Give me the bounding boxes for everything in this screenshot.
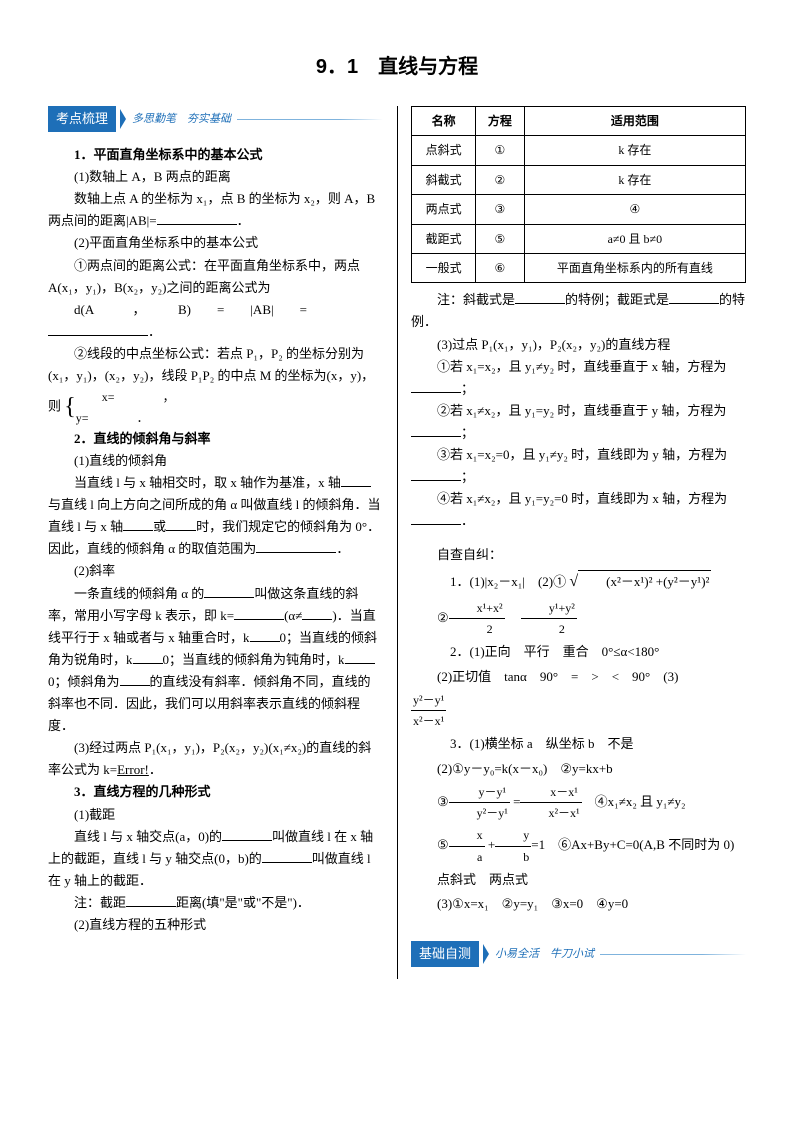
column-divider — [397, 106, 398, 979]
answer-2: 2．(1)正向 平行 重合 0°≤α<180° — [411, 641, 746, 663]
th: 方程 — [476, 107, 524, 136]
answer-1b: ②x¹+x²2 y¹+y²2 — [411, 598, 746, 640]
text: (1)截距 — [48, 804, 383, 826]
td: ④ — [524, 195, 745, 224]
text: 当直线 l 与 x 轴相交时，取 x 轴作为基准，x 轴与直线 l 向上方向之间… — [48, 472, 383, 560]
text: 一条直线的倾斜角 α 的叫做这条直线的斜率，常用小写字母 k 表示，即 k=(α… — [48, 583, 383, 738]
answer-3c: ③y－y¹y²－y¹ =x－x¹x²－x¹ ④x₁≠x₂ 且 y₁≠y₂ — [411, 782, 746, 824]
content-columns: 考点梳理 多思勤笔 夯实基础 1．平面直角坐标系中的基本公式 (1)数轴上 A，… — [48, 106, 746, 979]
answer-1: 1．(1)|x₂－x₁| (2)① √(x²－x¹)² +(y²－y¹)² — [411, 568, 746, 595]
text: ． — [48, 321, 383, 343]
left-column: 考点梳理 多思勤笔 夯实基础 1．平面直角坐标系中的基本公式 (1)数轴上 A，… — [48, 106, 397, 979]
text: (1)直线的倾斜角 — [48, 450, 383, 472]
heading-3: 3．直线方程的几种形式 — [48, 781, 383, 803]
note: 注：斜截式是的特例；截距式是的特例． — [411, 289, 746, 333]
answer-2c: y²－y¹x²－x¹ — [411, 690, 746, 732]
td: 两点式 — [412, 195, 476, 224]
section-line-icon — [600, 954, 746, 955]
answer-3b: (2)①y－y₀=k(x－x₀) ②y=kx+b — [411, 758, 746, 780]
answer-3: 3．(1)横坐标 a 纵坐标 b 不是 — [411, 733, 746, 755]
tag-deco-icon — [120, 109, 126, 129]
section-header-2: 基础自测 小易全活 牛刀小试 — [411, 941, 746, 967]
text: ②线段的中点坐标公式：若点 P₁，P₂ 的坐标分别为(x₁，y₁)，(x₂，y₂… — [48, 343, 383, 428]
text: (3)经过两点 P₁(x₁，y₁)，P₂(x₂，y₂)(x₁≠x₂)的直线的斜率… — [48, 737, 383, 781]
section-tag: 考点梳理 — [48, 106, 116, 132]
tag-deco-icon — [483, 944, 489, 964]
td: ③ — [476, 195, 524, 224]
td: ① — [476, 136, 524, 165]
selfcheck-label: 自查自纠： — [411, 544, 746, 566]
section-subtitle: 小易全活 牛刀小试 — [495, 945, 594, 964]
td: 点斜式 — [412, 136, 476, 165]
td: 一般式 — [412, 253, 476, 282]
answer-2b: (2)正切值 tanα 90° = > < 90° (3) — [411, 666, 746, 688]
td: k 存在 — [524, 165, 745, 194]
right-column: 名称方程适用范围 点斜式①k 存在 斜截式②k 存在 两点式③④ 截距式⑤a≠0… — [397, 106, 746, 979]
text: 直线 l 与 x 轴交点(a，0)的叫做直线 l 在 x 轴上的截距，直线 l … — [48, 826, 383, 892]
section-header-1: 考点梳理 多思勤笔 夯实基础 — [48, 106, 383, 132]
text: 注：截距距离(填"是"或"不是")． — [48, 892, 383, 914]
td: 截距式 — [412, 224, 476, 253]
text: (3)过点 P₁(x₁，y₁)，P₂(x₂，y₂)的直线方程 — [411, 334, 746, 356]
td: ⑥ — [476, 253, 524, 282]
heading-1: 1．平面直角坐标系中的基本公式 — [48, 144, 383, 166]
text: (2)平面直角坐标系中的基本公式 — [48, 232, 383, 254]
td: 平面直角坐标系内的所有直线 — [524, 253, 745, 282]
answers-block: 自查自纠： 1．(1)|x₂－x₁| (2)① √(x²－x¹)² +(y²－y… — [411, 544, 746, 915]
text: (2)斜率 — [48, 560, 383, 582]
heading-2: 2．直线的倾斜角与斜率 — [48, 428, 383, 450]
td: k 存在 — [524, 136, 745, 165]
text: ②若 x₁≠x₂，且 y₁=y₂ 时，直线垂直于 y 轴，方程为； — [411, 400, 746, 444]
text: ①两点间的距离公式：在平面直角坐标系中，两点 A(x₁，y₁)，B(x₂，y₂)… — [48, 255, 383, 299]
td: ② — [476, 165, 524, 194]
text: (1)数轴上 A，B 两点的距离 — [48, 166, 383, 188]
page-title: 9．1 直线与方程 — [48, 50, 746, 84]
forms-table: 名称方程适用范围 点斜式①k 存在 斜截式②k 存在 两点式③④ 截距式⑤a≠0… — [411, 106, 746, 283]
text: 数轴上点 A 的坐标为 x₁，点 B 的坐标为 x₂，则 A，B 两点间的距离|… — [48, 188, 383, 232]
td: 斜截式 — [412, 165, 476, 194]
section-tag: 基础自测 — [411, 941, 479, 967]
text: ③若 x₁=x₂=0，且 y₁≠y₂ 时，直线即为 y 轴，方程为； — [411, 444, 746, 488]
section-subtitle: 多思勤笔 夯实基础 — [132, 110, 231, 129]
th: 适用范围 — [524, 107, 745, 136]
answer-3e: 点斜式 两点式 — [411, 869, 746, 891]
td: a≠0 且 b≠0 — [524, 224, 745, 253]
text: (2)直线方程的五种形式 — [48, 914, 383, 936]
answer-3f: (3)①x=x₁ ②y=y₁ ③x=0 ④y=0 — [411, 893, 746, 915]
answer-3d: ⑤xa +yb=1 ⑥Ax+By+C=0(A,B 不同时为 0) — [411, 825, 746, 867]
th: 名称 — [412, 107, 476, 136]
td: ⑤ — [476, 224, 524, 253]
text: ①若 x₁=x₂，且 y₁≠y₂ 时，直线垂直于 x 轴，方程为； — [411, 356, 746, 400]
text: d(A ， B) = |AB| = — [48, 299, 383, 321]
text: ④若 x₁≠x₂，且 y₁=y₂=0 时，直线即为 x 轴，方程为． — [411, 488, 746, 532]
section-line-icon — [237, 119, 383, 120]
